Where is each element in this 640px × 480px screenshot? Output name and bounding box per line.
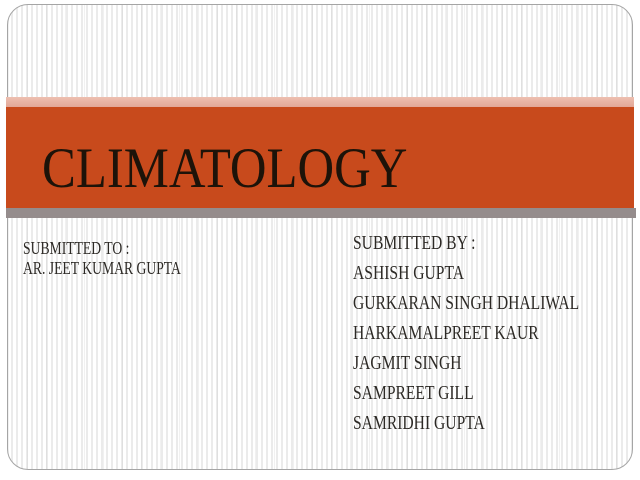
- banner-gray-bar: [6, 208, 636, 218]
- submitted-by-name: HARKAMALPREET KAUR: [353, 322, 539, 344]
- submitted-by-name: SAMPREET GILL: [353, 382, 474, 404]
- slide-title: CLIMATOLOGY: [42, 137, 408, 200]
- submitted-by-block: SUBMITTED BY : ASHISH GUPTA GURKARAN SIN…: [353, 228, 579, 438]
- submitted-by-name: JAGMIT SINGH: [353, 352, 462, 374]
- submitted-by-name: ASHISH GUPTA: [353, 262, 465, 284]
- submitted-to-heading: SUBMITTED TO :: [23, 238, 130, 258]
- banner-pink-strip: [6, 97, 634, 107]
- submitted-by-name: SAMRIDHI GUPTA: [353, 412, 485, 434]
- title-banner: CLIMATOLOGY: [6, 107, 634, 208]
- submitted-to-block: SUBMITTED TO : AR. JEET KUMAR GUPTA: [23, 238, 181, 278]
- submitted-by-heading: SUBMITTED BY :: [353, 232, 476, 254]
- submitted-by-name: GURKARAN SINGH DHALIWAL: [353, 292, 580, 314]
- slide-frame: CLIMATOLOGY SUBMITTED TO : AR. JEET KUMA…: [6, 4, 636, 470]
- submitted-to-name: AR. JEET KUMAR GUPTA: [23, 258, 181, 278]
